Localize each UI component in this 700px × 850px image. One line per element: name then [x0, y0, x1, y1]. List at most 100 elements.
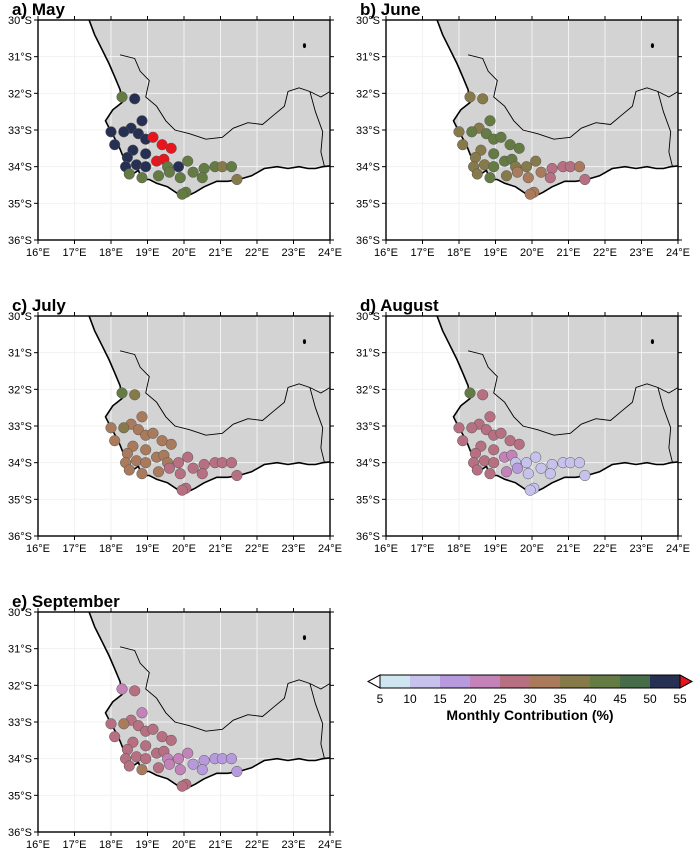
station-marker [544, 468, 556, 480]
station-markers [105, 91, 243, 200]
map-panel-september: 16°E 17°E 18°E 19°E 20°E 21°E 22°E 23°E 24°E 30°S… [8, 592, 342, 850]
lon-tick-label: 21°E [209, 543, 233, 555]
gridlines [386, 20, 678, 240]
lat-tick-label: 35°S [356, 198, 380, 210]
station-marker [116, 683, 128, 695]
station-marker [453, 126, 465, 138]
station-marker [225, 457, 238, 469]
province-border [657, 91, 673, 167]
lon-tick-label: 18°E [447, 247, 471, 259]
lat-tick-label: 34°S [8, 162, 32, 174]
station-marker [165, 734, 177, 746]
small-landmark-dot [302, 339, 307, 345]
station-marker [165, 142, 177, 154]
station-marker [163, 758, 175, 770]
lon-tick-label: 18°E [99, 247, 123, 259]
province-border [119, 646, 330, 732]
lon-tick-label: 19°E [484, 247, 508, 259]
colorbar-tick-label: 45 [613, 692, 627, 706]
station-marker [129, 93, 141, 105]
station-marker [172, 457, 185, 469]
map-panel-july: 16°E 17°E 18°E 19°E 20°E 21°E 22°E 23°E 24°E 30°S… [8, 296, 342, 555]
lat-tick-label: 36°S [8, 827, 32, 839]
lat-tick-label: 35°S [356, 494, 380, 506]
station-marker [182, 747, 194, 759]
lon-tick-label: 24°E [666, 247, 690, 259]
province-border [467, 54, 678, 140]
station-marker [457, 435, 469, 447]
lon-tick-label: 23°E [630, 543, 654, 555]
station-marker [130, 159, 143, 171]
colorbar-title: Monthly Contribution (%) [446, 707, 613, 723]
panel-title: c) July [12, 296, 66, 315]
lon-tick-label: 19°E [136, 839, 160, 850]
station-marker [484, 172, 496, 184]
map-panel-may: 16°E 17°E 18°E 19°E 20°E 21°E 22°E 23°E 24°E 30°S… [8, 0, 342, 259]
colorbar-frame [379, 674, 681, 689]
colorbar-segment [470, 675, 500, 688]
lat-tick-label: 34°S [356, 162, 380, 174]
station-marker [225, 753, 238, 765]
station-marker [530, 155, 542, 167]
lon-tick-label: 20°E [172, 543, 196, 555]
colorbar-tick-label: 40 [583, 692, 597, 706]
station-marker [464, 387, 476, 399]
gridlines [386, 316, 678, 536]
lat-tick-label: 30°S [8, 311, 32, 323]
lon-tick-label: 16°E [26, 543, 50, 555]
lon-tick-label: 23°E [282, 543, 306, 555]
lat-tick-label: 36°S [8, 235, 32, 247]
lon-tick-label: 19°E [136, 543, 160, 555]
station-markers [453, 387, 591, 496]
station-marker [182, 155, 194, 167]
station-marker [513, 438, 525, 450]
station-marker [116, 91, 128, 103]
lat-tick-label: 33°S [8, 717, 32, 729]
lat-tick-label: 33°S [356, 421, 380, 433]
lat-tick-label: 33°S [8, 125, 32, 137]
lat-tick-label: 36°S [356, 235, 380, 247]
station-marker [121, 447, 133, 460]
lat-tick-label: 30°S [356, 311, 380, 323]
station-marker [478, 455, 491, 467]
lon-tick-label: 16°E [26, 247, 50, 259]
lon-tick-label: 20°E [520, 247, 544, 259]
station-marker [136, 115, 148, 127]
lat-tick-label: 30°S [356, 15, 380, 27]
lat-tick-label: 30°S [8, 15, 32, 27]
station-marker [579, 469, 591, 482]
station-marker [136, 764, 148, 776]
station-marker [196, 468, 208, 480]
province-border [119, 54, 330, 140]
panel-title: b) June [360, 0, 420, 19]
lon-tick-label: 22°E [593, 543, 617, 555]
station-marker [511, 462, 523, 474]
station-marker [176, 780, 188, 792]
lon-tick-label: 22°E [245, 543, 269, 555]
station-marker [152, 466, 165, 478]
station-marker [136, 468, 148, 480]
lon-tick-label: 23°E [282, 247, 306, 259]
station-marker [176, 484, 188, 496]
lon-tick-label: 19°E [136, 247, 160, 259]
lat-tick-label: 35°S [8, 198, 32, 210]
colorbar-segment [500, 675, 530, 688]
colorbar-tick-label: 25 [493, 692, 507, 706]
station-marker [231, 173, 243, 186]
panel-title: a) May [12, 0, 65, 19]
lon-tick-label: 17°E [411, 543, 435, 555]
station-marker [140, 753, 152, 765]
colorbar-tick-label: 10 [403, 692, 417, 706]
station-marker [535, 462, 547, 474]
station-marker [163, 166, 175, 178]
station-marker [546, 458, 558, 471]
station-marker [163, 462, 175, 474]
station-marker [121, 151, 133, 164]
station-markers [105, 683, 243, 792]
lat-tick-label: 32°S [356, 88, 380, 100]
station-marker [174, 468, 186, 480]
station-marker [187, 462, 199, 474]
station-marker [484, 115, 496, 127]
province-border [119, 350, 330, 436]
station-marker [172, 753, 185, 765]
